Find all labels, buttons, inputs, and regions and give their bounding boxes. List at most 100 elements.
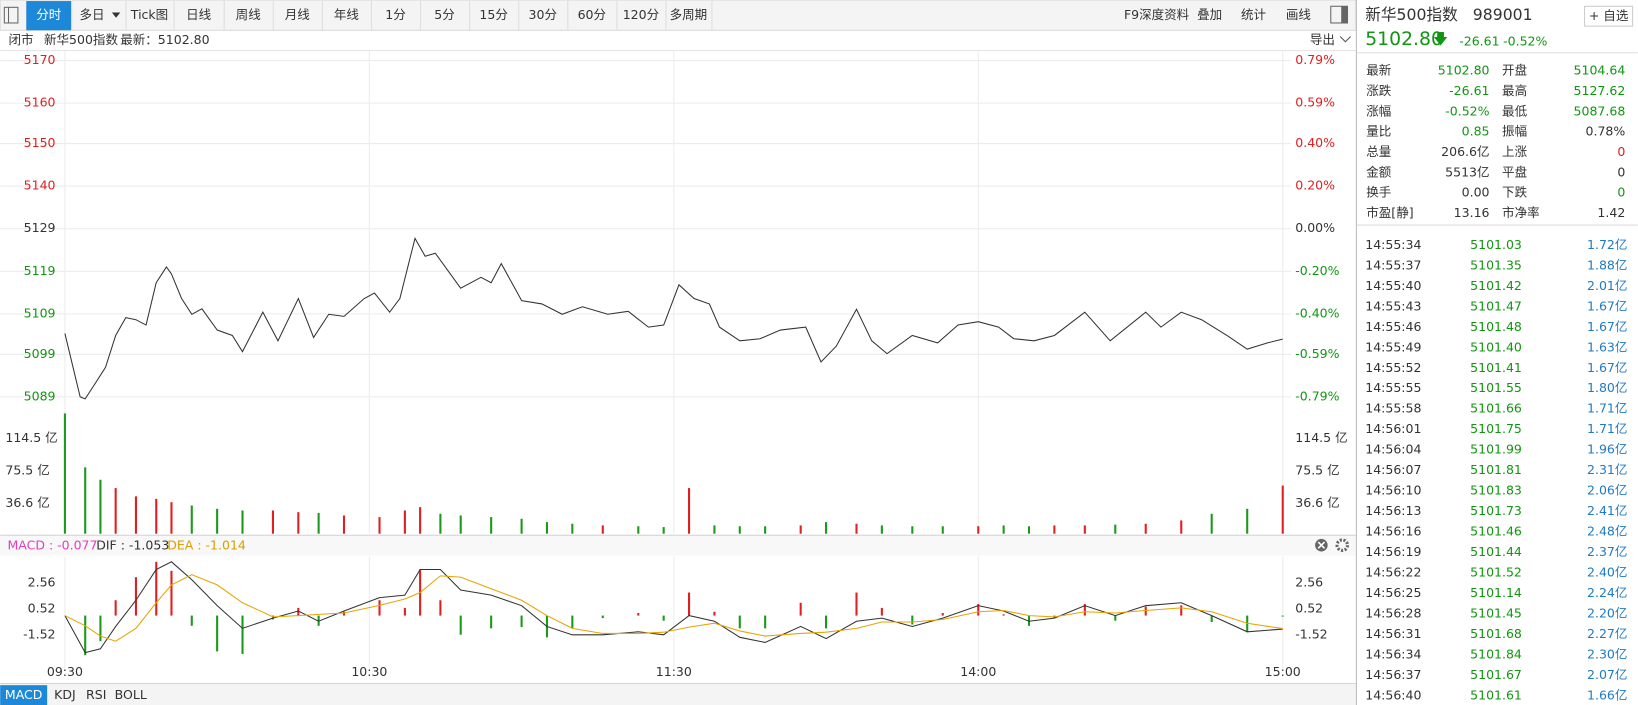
quote-name: 新华500指数 — [1365, 5, 1458, 24]
volume-bar — [419, 507, 422, 534]
volume-bar — [155, 498, 158, 534]
trade-time: 14:55:55 — [1365, 380, 1421, 395]
macd-bar — [271, 615, 275, 620]
tool[interactable]: 统计 — [1241, 7, 1266, 22]
trade-amount: 2.30亿 — [1587, 646, 1627, 661]
trade-amount: 2.31亿 — [1587, 462, 1627, 477]
tab[interactable]: 5分 — [434, 7, 455, 22]
tab[interactable]: 分时 — [36, 7, 62, 22]
tab[interactable]: 月线 — [285, 7, 311, 22]
trade-price: 5101.48 — [1470, 319, 1522, 334]
volume-bar — [941, 526, 944, 534]
stat-value: -26.61 — [1449, 83, 1489, 98]
stat-value: -0.52% — [1445, 103, 1489, 118]
watch-button[interactable] — [1584, 5, 1634, 27]
indicator-tab[interactable]: MACD — [5, 687, 43, 702]
tool[interactable]: F9深度资料 — [1124, 7, 1190, 22]
volume-bar — [601, 525, 604, 534]
trade-time: 14:55:34 — [1365, 237, 1421, 252]
macd-legend: DEA : -1.014 — [167, 538, 246, 553]
tab[interactable]: 多日 — [80, 7, 105, 22]
indicator-tab-active — [0, 685, 48, 705]
tab[interactable]: Tick图 — [130, 7, 168, 22]
trade-time: 14:56:34 — [1365, 646, 1421, 661]
tab[interactable]: 30分 — [529, 7, 558, 22]
tab[interactable]: 日线 — [186, 7, 212, 22]
y-tick-label: 5099 — [24, 346, 56, 361]
stat-label: 换手 — [1366, 185, 1391, 200]
volume-bar — [764, 526, 767, 534]
trade-price: 5101.52 — [1470, 564, 1522, 579]
macd-line — [64, 574, 1283, 642]
y-tick-label: 5129 — [24, 220, 56, 235]
volume-bar — [490, 517, 493, 534]
tool[interactable]: 画线 — [1286, 7, 1312, 22]
export-caret — [1339, 36, 1351, 43]
trade-amount: 2.41亿 — [1587, 503, 1627, 518]
trade-time: 14:56:19 — [1365, 544, 1421, 559]
volume-bar — [1180, 520, 1183, 534]
latest: 最新：5102.80 — [120, 32, 209, 47]
volume-bar — [342, 515, 346, 534]
macd-bar — [1114, 615, 1117, 621]
sidebar-icon[interactable] — [3, 6, 19, 24]
trade-time: 14:55:37 — [1365, 257, 1421, 272]
trade-time: 14:56:37 — [1365, 667, 1421, 682]
trade-amount: 1.88亿 — [1587, 257, 1627, 272]
stat-label: 平盘 — [1502, 164, 1527, 179]
stat-label: 最高 — [1502, 83, 1527, 98]
volume-tick-label: 36.6 亿 — [1295, 495, 1339, 510]
tab[interactable]: 多周期 — [670, 7, 708, 22]
status: 闭市 — [9, 32, 34, 47]
indicator-tab[interactable]: BOLL — [115, 687, 147, 702]
macd-bar — [216, 615, 219, 652]
settings-icon[interactable] — [1335, 538, 1350, 552]
trade-time: 14:56:01 — [1365, 421, 1421, 436]
watch-label[interactable]: + 自选 — [1589, 8, 1629, 23]
price-line — [64, 236, 1283, 400]
toolbar — [0, 0, 1357, 31]
macd-bar — [1281, 615, 1284, 617]
trade-amount: 2.20亿 — [1587, 605, 1627, 620]
tab[interactable]: 15分 — [479, 7, 508, 22]
volume-bar — [297, 512, 300, 534]
tab[interactable]: 60分 — [578, 7, 607, 22]
macd-bar — [155, 561, 158, 616]
macd-bar — [459, 615, 462, 635]
trade-time: 14:56:10 — [1365, 483, 1421, 498]
tab[interactable]: 周线 — [236, 7, 262, 22]
close-icon-x — [1317, 541, 1326, 549]
stat-value: 0.85 — [1462, 124, 1490, 139]
volume-bar — [170, 502, 173, 534]
macd-bar — [601, 615, 604, 619]
trade-amount: 2.06亿 — [1587, 483, 1627, 498]
tab[interactable]: 年线 — [334, 7, 360, 22]
trade-price: 5101.73 — [1470, 503, 1522, 518]
macd-bar — [490, 615, 493, 629]
trade-time: 14:56:07 — [1365, 462, 1421, 477]
tool[interactable]: 叠加 — [1197, 7, 1222, 22]
macd-bar — [688, 592, 691, 616]
macd-bar — [403, 607, 406, 616]
indicator-tab[interactable]: KDJ — [54, 687, 76, 702]
stat-label: 涨跌 — [1366, 83, 1392, 98]
info-bar — [0, 31, 1356, 51]
trade-price: 5101.40 — [1470, 339, 1522, 354]
macd-bar — [99, 615, 102, 642]
y2-tick-label: -0.40% — [1295, 305, 1339, 320]
stat-value: 0 — [1617, 164, 1625, 179]
indicator-tab[interactable]: RSI — [86, 687, 106, 702]
volume-bar — [1027, 526, 1031, 534]
trade-amount: 1.63亿 — [1587, 339, 1627, 354]
volume-bar — [738, 526, 741, 534]
trade-price: 5101.68 — [1470, 626, 1522, 641]
volume-bar — [1002, 525, 1005, 534]
tab[interactable]: 1分 — [385, 7, 406, 22]
macd-line — [64, 561, 1283, 654]
tab[interactable]: 120分 — [623, 7, 660, 22]
volume-bar — [114, 488, 117, 534]
trade-time: 14:55:58 — [1365, 401, 1421, 416]
export-button[interactable]: 导出 — [1310, 32, 1335, 47]
volume-bar — [271, 510, 275, 534]
